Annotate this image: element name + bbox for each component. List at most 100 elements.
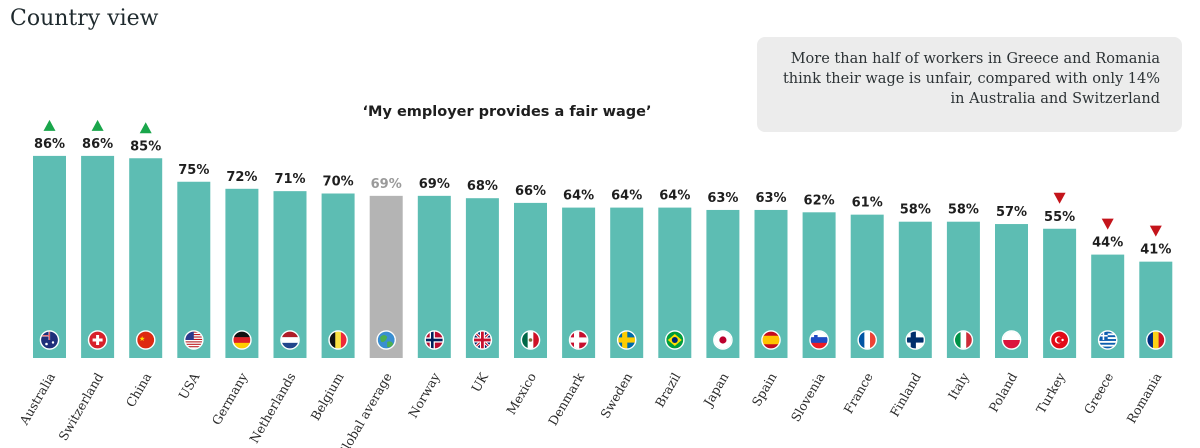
flag-part xyxy=(1147,331,1154,349)
flag-fill xyxy=(1147,331,1165,349)
category-label-poland: Poland xyxy=(986,370,1020,415)
flag-part xyxy=(1099,340,1117,343)
flag-fill xyxy=(1099,331,1117,349)
flag-ring xyxy=(1049,330,1070,350)
value-label-uk: 68% xyxy=(467,179,498,194)
flag-part xyxy=(1099,346,1117,349)
trend-down-marker-greece xyxy=(1101,218,1114,230)
flag-ring xyxy=(472,330,493,350)
flag-part xyxy=(185,346,203,348)
value-label-norway: 69% xyxy=(419,177,450,192)
flag-ring xyxy=(616,330,637,350)
romania-flag-icon xyxy=(1146,330,1166,350)
trend-down-marker-turkey xyxy=(1053,192,1066,204)
flag-ring xyxy=(1001,330,1022,350)
flag-part xyxy=(233,337,251,344)
flag-part xyxy=(966,331,972,349)
flag-part xyxy=(281,337,299,344)
flag-part xyxy=(137,331,155,349)
flag-part xyxy=(1099,342,1117,345)
globe-icon xyxy=(376,330,397,350)
bar-usa xyxy=(177,181,211,358)
value-label-usa: 75% xyxy=(178,163,209,178)
flag-ring xyxy=(713,330,733,350)
flag-part xyxy=(233,331,251,338)
france-flag-icon xyxy=(857,330,878,350)
flag-fill: ★ xyxy=(137,331,155,349)
flag-fill xyxy=(377,331,395,349)
denmark-flag-icon xyxy=(568,330,589,350)
flag-part xyxy=(473,338,491,342)
flag-ring xyxy=(1146,330,1166,350)
value-label-poland: 57% xyxy=(996,205,1027,220)
flag-fill xyxy=(666,331,684,349)
category-label-uk: UK xyxy=(468,369,491,394)
flag-part xyxy=(1099,344,1117,347)
value-label-italy: 58% xyxy=(948,203,979,218)
flag-ring xyxy=(953,330,974,350)
callout-line-2: think their wage is unfair, compared wit… xyxy=(782,71,1160,87)
flag-ring xyxy=(857,330,878,350)
flag-part xyxy=(45,342,48,346)
flag-ring xyxy=(665,330,685,350)
flag-part xyxy=(618,337,636,343)
flag-part xyxy=(762,335,780,345)
germany-flag-icon xyxy=(232,330,252,350)
value-label-finland: 58% xyxy=(900,203,931,218)
flag-ring xyxy=(39,330,60,350)
flag-fill xyxy=(329,331,347,349)
flag-part xyxy=(92,338,103,342)
spain-flag-icon xyxy=(761,330,781,350)
flag-part xyxy=(810,331,828,338)
flag-part: ★ xyxy=(139,335,145,343)
value-label-denmark: 64% xyxy=(563,189,594,204)
value-label-china: 85% xyxy=(130,139,161,154)
usa-flag-icon xyxy=(183,330,204,350)
mexico-flag-icon xyxy=(520,330,541,350)
flag-ring xyxy=(809,330,829,350)
category-label-spain: Spain xyxy=(749,370,780,409)
flag-part xyxy=(1056,337,1063,343)
flag-fill xyxy=(41,331,58,349)
value-label-netherlands: 71% xyxy=(274,172,305,187)
flag-fill xyxy=(954,331,972,349)
flag-part xyxy=(1158,331,1165,349)
value-label-germany: 72% xyxy=(226,170,257,185)
flag-fill xyxy=(233,331,251,349)
value-label-australia: 86% xyxy=(34,137,65,152)
category-label-mexico: Mexico xyxy=(503,370,539,417)
flag-part xyxy=(906,337,924,343)
flag-fill xyxy=(425,331,443,349)
trend-up-marker-switzerland xyxy=(91,119,104,131)
flag-fill xyxy=(281,331,299,349)
page-heading: Country view xyxy=(10,6,159,31)
category-label-australia: Australia xyxy=(16,370,58,429)
callout-line-3: in Australia and Switzerland xyxy=(950,91,1160,107)
turkey-flag-icon xyxy=(1049,330,1070,350)
value-label-global-average: 69% xyxy=(371,177,402,192)
flag-part xyxy=(954,331,961,349)
category-label-china: China xyxy=(123,370,155,410)
flag-part xyxy=(340,331,347,349)
category-label-slovenia: Slovenia xyxy=(788,370,828,425)
flag-part xyxy=(1099,334,1108,337)
flag-part xyxy=(281,342,299,349)
poland-flag-icon xyxy=(1001,330,1022,350)
flag-part xyxy=(233,342,251,349)
category-label-finland: Finland xyxy=(887,370,924,419)
china-flag-icon: ★ xyxy=(135,330,156,350)
flag-fill xyxy=(858,331,876,349)
flag-part xyxy=(1003,340,1020,349)
flag-part xyxy=(810,337,828,344)
flag-part xyxy=(185,331,194,340)
category-label-brazil: Brazil xyxy=(652,370,684,410)
flag-ring xyxy=(905,330,926,350)
value-label-belgium: 70% xyxy=(323,175,354,190)
flag-ring xyxy=(424,330,445,350)
category-label-turkey: Turkey xyxy=(1033,369,1069,416)
flag-fill xyxy=(89,331,107,349)
flag-fill xyxy=(473,331,491,349)
flag-part xyxy=(522,331,528,349)
category-label-germany: Germany xyxy=(209,369,251,427)
